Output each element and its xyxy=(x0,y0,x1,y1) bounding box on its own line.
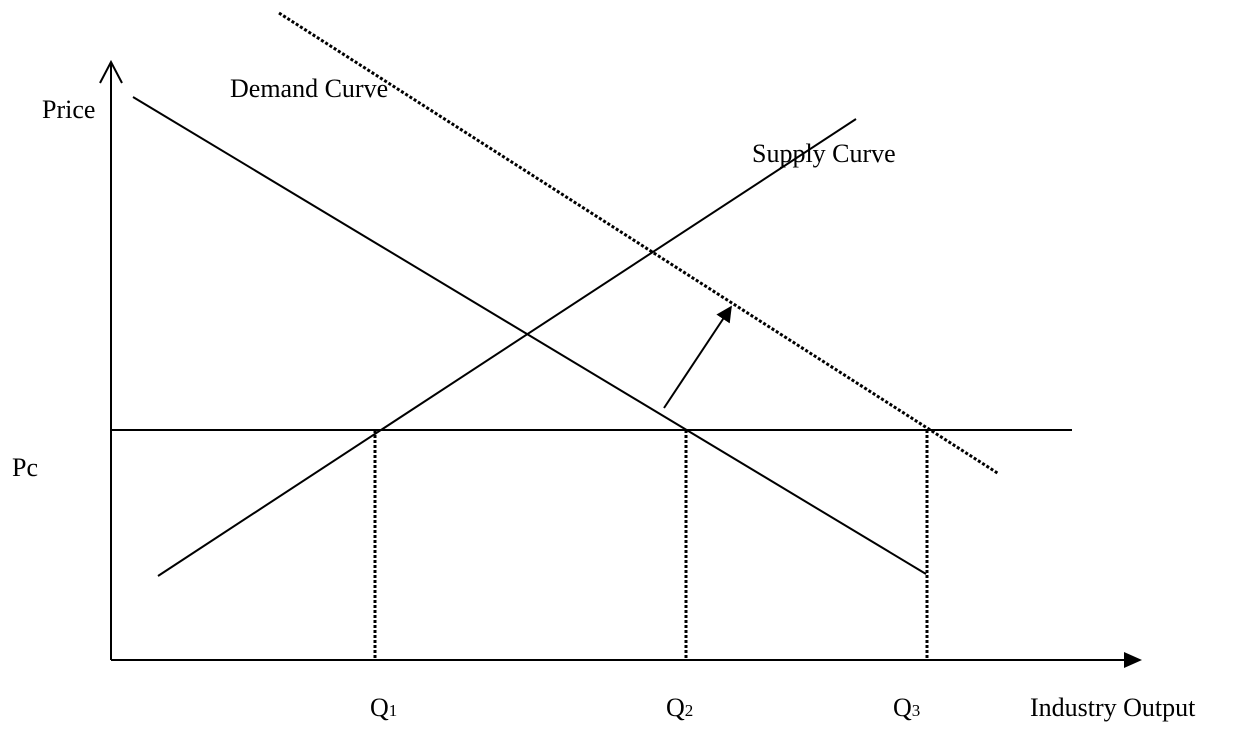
q-label: Q3 xyxy=(893,693,920,722)
q-sub: 1 xyxy=(389,701,398,720)
shifted-demand-line xyxy=(278,11,1000,476)
q-letter: Q xyxy=(893,693,912,722)
supply-line xyxy=(157,118,857,577)
y-axis-arrow xyxy=(99,59,123,84)
x-axis-arrow xyxy=(1124,652,1142,668)
demand-line xyxy=(132,96,927,575)
demand-label: Demand Curve xyxy=(230,74,388,103)
q-label: Q1 xyxy=(370,693,397,722)
supply-label: Supply Curve xyxy=(752,139,896,168)
y-axis-label: Price xyxy=(42,95,95,124)
q-label: Q2 xyxy=(666,693,693,722)
q-sub: 3 xyxy=(912,701,921,720)
q-letter: Q xyxy=(370,693,389,722)
price-label: Pc xyxy=(12,453,38,482)
x-axis-label: Industry Output xyxy=(1030,693,1196,722)
q-letter: Q xyxy=(666,693,685,722)
shift-arrow xyxy=(663,305,732,409)
q-sub: 2 xyxy=(685,701,694,720)
